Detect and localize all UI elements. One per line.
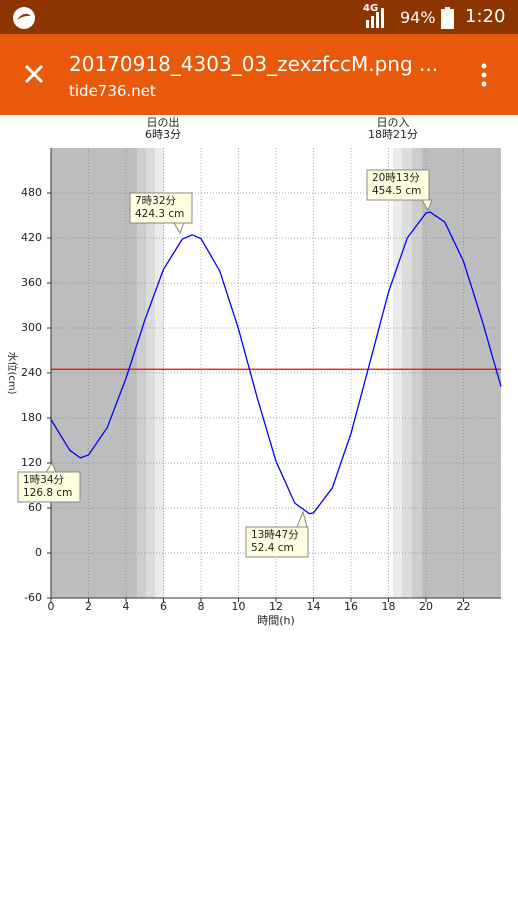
x-tick-label: 16: [344, 600, 358, 613]
x-tick-label: 20: [419, 600, 433, 613]
y-tick-label: 420: [21, 231, 42, 244]
file-source: tide736.net: [69, 82, 156, 100]
x-axis-label: 時間(h): [257, 614, 295, 627]
callout-level: 424.3 cm: [135, 208, 184, 220]
callout-level: 52.4 cm: [251, 542, 294, 554]
x-tick-label: 2: [85, 600, 92, 613]
clock: 1:20: [465, 6, 506, 27]
callout-level: 454.5 cm: [372, 185, 421, 197]
file-title: 20170918_4303_03_zexzfccM.png ...: [69, 52, 439, 76]
tide-line: [50, 211, 502, 515]
x-tick-label: 10: [232, 600, 246, 613]
callout-box: [129, 192, 193, 224]
sunset-label: 日の入: [377, 116, 410, 129]
callout-time: 20時13分: [372, 172, 420, 184]
y-axis-label: 水位(cm): [6, 351, 19, 394]
callout-level: 126.8 cm: [23, 487, 72, 499]
y-tick-label: 120: [21, 456, 42, 469]
y-tick-label: 0: [35, 546, 42, 559]
y-tick-label: 180: [21, 411, 42, 424]
callout-box: [17, 471, 81, 503]
y-tick-label: 480: [21, 186, 42, 199]
callout-pointer: [173, 222, 185, 235]
toolbar: 20170918_4303_03_zexzfccM.png ... tide73…: [0, 34, 518, 115]
y-tick-label: 60: [28, 501, 42, 514]
sunrise-time: 6時3分: [145, 128, 181, 141]
y-tick-label: 300: [21, 321, 42, 334]
callout-time: 1時34分: [23, 474, 65, 486]
network-type: 4G: [363, 3, 379, 14]
app-icon: [13, 7, 35, 29]
callout-pointer: [296, 510, 308, 528]
callout-time: 13時47分: [251, 529, 299, 541]
callout-box: [245, 526, 309, 558]
callout-box: [366, 169, 430, 201]
callout-time: 7時32分: [135, 195, 177, 207]
sunrise-label: 日の出: [147, 115, 180, 129]
sunset-time: 18時21分: [368, 128, 418, 141]
battery-icon: [441, 7, 454, 29]
x-tick-label: 18: [382, 600, 396, 613]
tide-chart: 日の出 6時3分 日の入 18時21分 時間(h) 水位(cm) -600601…: [6, 115, 502, 627]
close-button[interactable]: [24, 64, 44, 84]
battery-percent: 94%: [400, 8, 436, 27]
y-tick-label: 240: [21, 366, 42, 379]
x-tick-label: 8: [198, 600, 205, 613]
y-tick-label: 360: [21, 276, 42, 289]
x-tick-label: 0: [48, 600, 55, 613]
menu-button[interactable]: [479, 62, 489, 88]
x-tick-label: 22: [457, 600, 471, 613]
x-tick-label: 14: [307, 600, 321, 613]
x-tick-label: 12: [269, 600, 283, 613]
signal-icon: [366, 8, 384, 28]
x-tick-label: 6: [160, 600, 167, 613]
y-tick-label: -60: [24, 591, 42, 604]
x-tick-label: 4: [123, 600, 130, 613]
status-bar: 4G 94% 1:20: [0, 0, 518, 34]
